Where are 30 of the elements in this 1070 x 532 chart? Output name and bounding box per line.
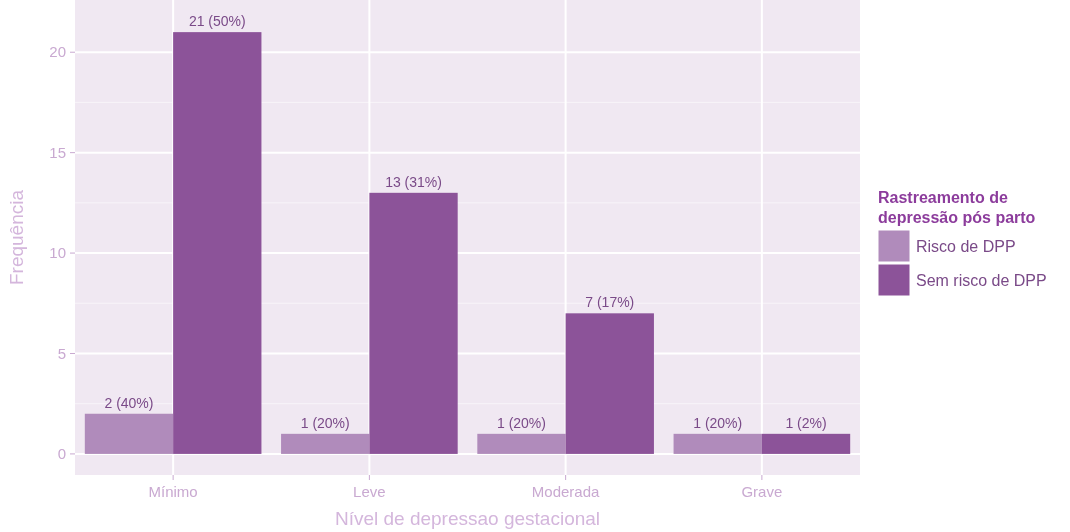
x-tick-label: Moderada [531,483,601,500]
data-label: 7 (17%) [585,294,635,311]
data-label: 13 (31%) [385,173,442,190]
data-label: 1 (20%) [496,414,546,431]
x-axis-title: Nível de depressao gestacional [334,508,601,529]
y-tick-label: 0 [57,445,66,463]
y-tick-label: 15 [49,143,66,161]
data-label: 1 (20%) [300,414,350,431]
bar [477,433,566,454]
y-tick-label: 10 [49,244,66,262]
bar [84,413,174,454]
bar [565,313,654,454]
x-tick-label: Mínimo [148,483,198,500]
legend-label: Sem risco de DPP [916,271,1047,289]
data-label: 21 (50%) [188,13,246,30]
y-tick-label: 5 [57,344,66,362]
data-label: 2 (40%) [104,394,154,411]
legend-title: Rastreamento de depressão pós parto [878,189,1036,226]
x-tick-label: Grave [741,483,783,500]
y-tick-label: 20 [49,43,66,61]
x-tick-label: Leve [353,483,386,500]
y-axis-title: Frequência [6,189,27,286]
data-label: 1 (2%) [785,414,827,431]
bar [173,32,262,454]
bar [673,433,762,454]
data-label: 1 (20%) [693,414,743,431]
bar [369,192,458,454]
bar [281,433,370,454]
bar [761,433,851,454]
legend-label: Risco de DPP [916,237,1016,255]
